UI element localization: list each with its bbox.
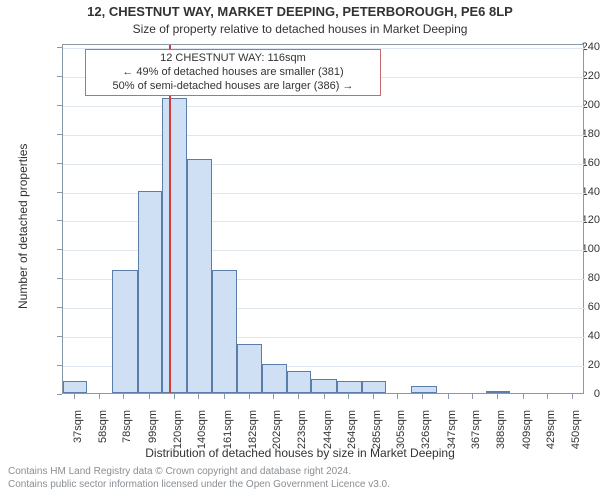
x-tick-label: 450sqm [570, 410, 582, 454]
histogram-bar [112, 270, 137, 393]
attribution-text: Contains HM Land Registry data © Crown c… [8, 466, 592, 491]
annotation-line-3: 50% of semi-detached houses are larger (… [92, 80, 374, 94]
x-tick-label: 37sqm [72, 410, 84, 454]
x-tick-label: 140sqm [196, 410, 208, 454]
histogram-bar [138, 191, 162, 393]
x-tick-label: 120sqm [172, 410, 184, 454]
histogram-bar [237, 344, 262, 393]
x-tick-label: 388sqm [495, 410, 507, 454]
annotation-line-1: 12 CHESTNUT WAY: 116sqm [92, 52, 374, 66]
histogram-bar [337, 381, 362, 393]
x-tick-label: 429sqm [545, 410, 557, 454]
histogram-bar [287, 371, 311, 393]
grid-line [63, 106, 585, 107]
attribution-line-1: Contains HM Land Registry data © Crown c… [8, 466, 592, 479]
x-tick-label: 99sqm [147, 410, 159, 454]
histogram-bar [187, 159, 212, 393]
x-tick-label: 326sqm [420, 410, 432, 454]
property-marker-line [169, 45, 171, 393]
x-tick-label: 223sqm [296, 410, 308, 454]
annotation-line-2: ← 49% of detached houses are smaller (38… [92, 66, 374, 80]
y-axis-label: Number of detached properties [16, 144, 30, 309]
x-tick-label: 182sqm [247, 410, 259, 454]
x-tick-label: 305sqm [395, 410, 407, 454]
histogram-bar [212, 270, 236, 393]
x-tick-mark [547, 394, 548, 399]
x-tick-label: 409sqm [521, 410, 533, 454]
x-tick-mark [298, 394, 299, 399]
histogram-bar [362, 381, 386, 393]
annotation-box: 12 CHESTNUT WAY: 116sqm ← 49% of detache… [85, 49, 381, 96]
x-tick-mark [273, 394, 274, 399]
x-tick-label: 285sqm [371, 410, 383, 454]
x-tick-mark [74, 394, 75, 399]
histogram-bar [63, 381, 87, 393]
plot-area: 12 CHESTNUT WAY: 116sqm ← 49% of detache… [62, 44, 584, 394]
x-tick-label: 244sqm [322, 410, 334, 454]
histogram-bar [411, 386, 436, 393]
histogram-bar [486, 391, 510, 393]
x-tick-mark [123, 394, 124, 399]
attribution-line-2: Contains public sector information licen… [8, 479, 592, 492]
chart-subtitle: Size of property relative to detached ho… [0, 22, 600, 36]
grid-line [63, 135, 585, 136]
x-tick-mark [99, 394, 100, 399]
histogram-bar [262, 364, 287, 393]
chart-title: 12, CHESTNUT WAY, MARKET DEEPING, PETERB… [0, 4, 600, 19]
x-tick-label: 347sqm [446, 410, 458, 454]
x-tick-mark [224, 394, 225, 399]
x-tick-mark [174, 394, 175, 399]
x-tick-mark [348, 394, 349, 399]
y-tick-mark [57, 394, 62, 395]
x-tick-mark [572, 394, 573, 399]
x-tick-mark [149, 394, 150, 399]
x-tick-label: 367sqm [470, 410, 482, 454]
histogram-bar [311, 379, 336, 393]
x-tick-mark [497, 394, 498, 399]
x-tick-mark [198, 394, 199, 399]
x-tick-mark [249, 394, 250, 399]
x-tick-mark [324, 394, 325, 399]
x-tick-label: 161sqm [222, 410, 234, 454]
x-tick-label: 78sqm [121, 410, 133, 454]
x-tick-label: 58sqm [97, 410, 109, 454]
x-tick-label: 202sqm [271, 410, 283, 454]
x-tick-mark [397, 394, 398, 399]
x-tick-label: 264sqm [346, 410, 358, 454]
x-tick-mark [422, 394, 423, 399]
grid-line [63, 164, 585, 165]
x-tick-mark [448, 394, 449, 399]
x-tick-mark [472, 394, 473, 399]
x-tick-mark [373, 394, 374, 399]
x-tick-mark [523, 394, 524, 399]
histogram-bar [162, 98, 187, 393]
chart-container: 12, CHESTNUT WAY, MARKET DEEPING, PETERB… [0, 0, 600, 500]
